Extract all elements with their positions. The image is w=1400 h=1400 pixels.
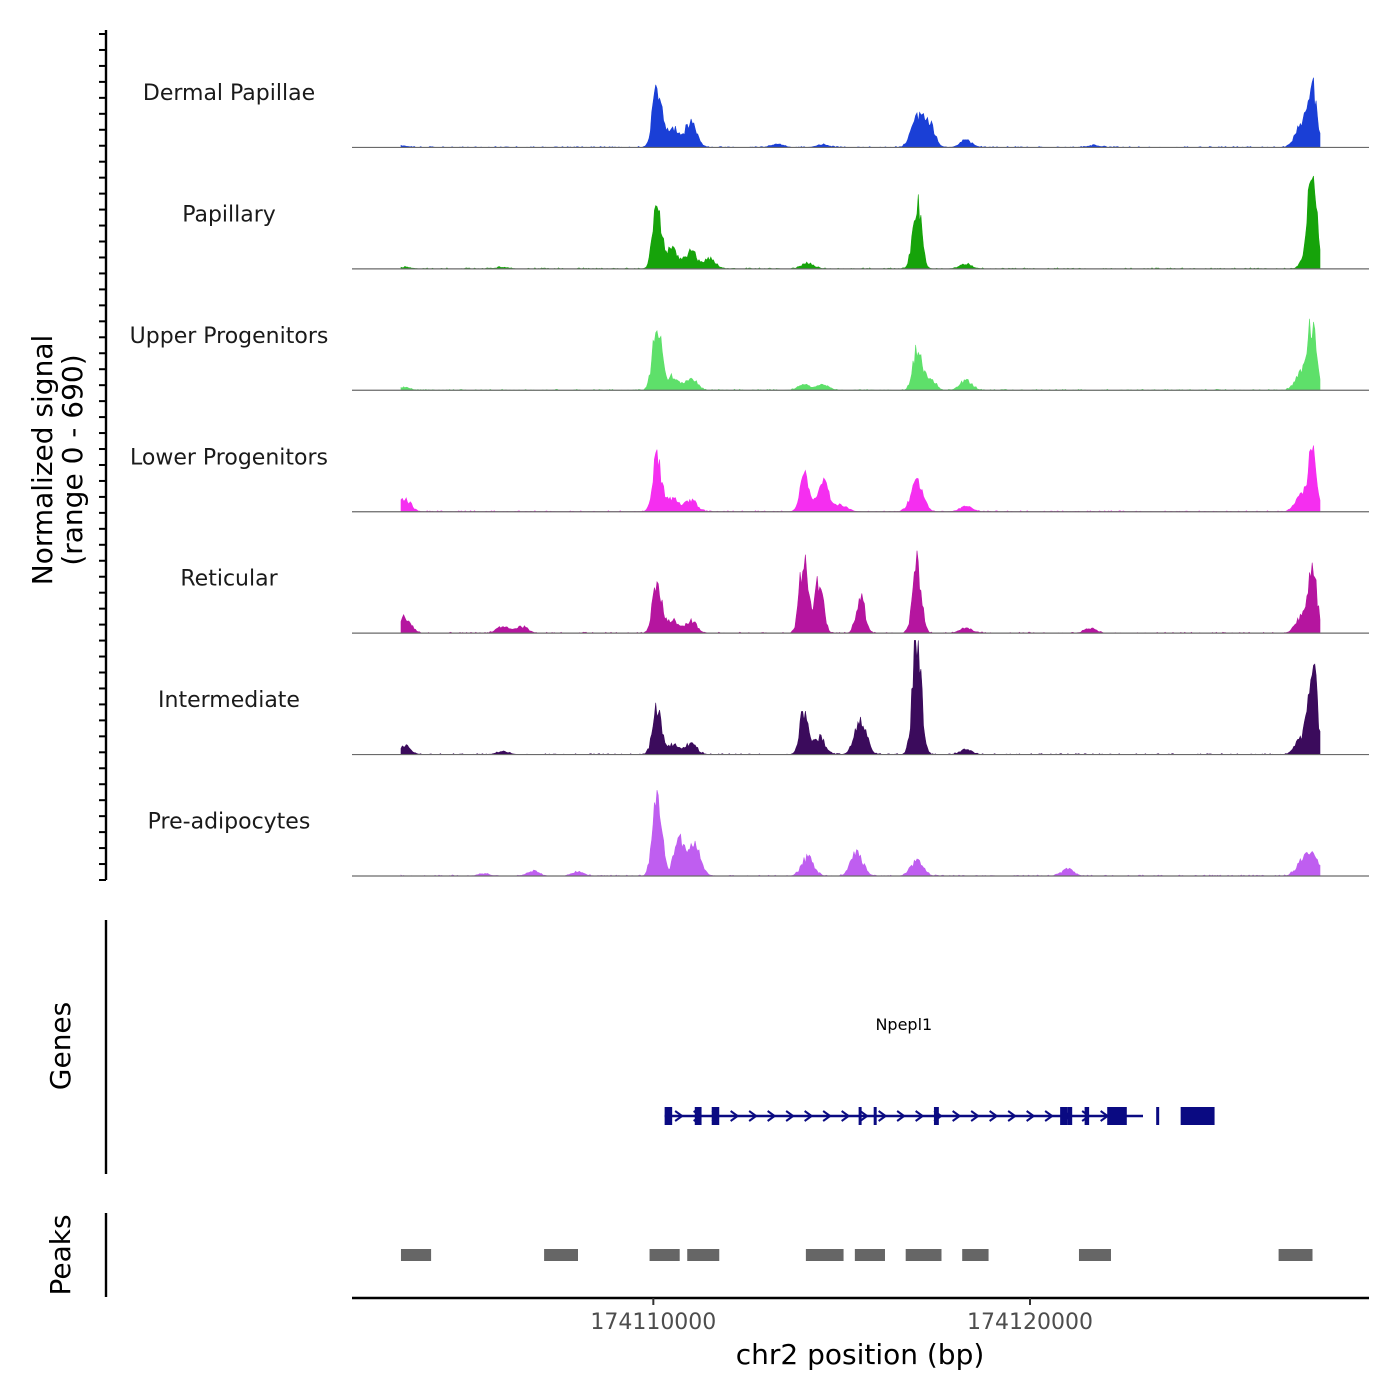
strand-arrow bbox=[859, 1110, 869, 1122]
gene-exon bbox=[694, 1107, 702, 1125]
track-intermediate: Intermediate bbox=[158, 640, 1369, 756]
signal-area bbox=[400, 640, 1321, 755]
peak-region bbox=[805, 1249, 844, 1261]
strand-arrow bbox=[878, 1110, 888, 1122]
track-label: Upper Progenitors bbox=[130, 324, 329, 349]
peak-region bbox=[687, 1249, 720, 1261]
peaks-track bbox=[400, 1249, 1313, 1261]
track-papillary: Papillary bbox=[182, 175, 1369, 270]
gene-exon bbox=[1084, 1107, 1090, 1125]
gene-exon bbox=[873, 1107, 877, 1125]
track-label: Intermediate bbox=[158, 688, 300, 713]
y-axis-title: Normalized signal (range 0 - 690) bbox=[26, 335, 89, 586]
x-axis-ticks: 174110000 174120000 bbox=[590, 1298, 1093, 1335]
peak-region bbox=[905, 1249, 942, 1261]
strand-arrow bbox=[970, 1110, 980, 1122]
genes-track: Npepl1 bbox=[664, 1015, 1215, 1125]
coverage-tracks: Dermal Papillae Papillary Upper Progenitor… bbox=[130, 77, 1369, 877]
signal-area bbox=[400, 790, 1321, 877]
strand-arrow bbox=[730, 1110, 740, 1122]
strand-arrow bbox=[804, 1110, 814, 1122]
x-axis-title: chr2 position (bp) bbox=[736, 1338, 985, 1371]
signal-area bbox=[400, 175, 1321, 270]
y-axis-title-line1: Normalized signal bbox=[26, 335, 59, 586]
signal-area bbox=[400, 445, 1321, 513]
peak-region bbox=[544, 1249, 578, 1261]
track-label: Reticular bbox=[180, 567, 278, 592]
y-axis-title-line2: (range 0 - 690) bbox=[56, 354, 89, 565]
strand-arrow bbox=[785, 1110, 795, 1122]
peak-region bbox=[649, 1249, 680, 1261]
peak-region bbox=[962, 1249, 989, 1261]
track-label: Papillary bbox=[182, 202, 276, 227]
strand-arrow bbox=[748, 1110, 758, 1122]
signal-axis-ticks bbox=[99, 33, 106, 881]
strand-arrow bbox=[915, 1110, 925, 1122]
peaks-axis-title: Peaks bbox=[44, 1214, 77, 1295]
strand-arrow bbox=[989, 1110, 999, 1122]
peak-region bbox=[1078, 1249, 1111, 1261]
track-dermal-papillae: Dermal Papillae bbox=[143, 77, 1369, 149]
track-reticular: Reticular bbox=[180, 550, 1369, 634]
signal-area bbox=[400, 318, 1321, 391]
gene-exon bbox=[933, 1107, 939, 1125]
gene-exon bbox=[711, 1107, 720, 1125]
genes-axis-title: Genes bbox=[44, 1002, 77, 1090]
x-tick-label: 174110000 bbox=[590, 1310, 716, 1335]
peak-region bbox=[1278, 1249, 1313, 1261]
gene-exon bbox=[1156, 1107, 1160, 1125]
gene-npepl1: Npepl1 bbox=[664, 1015, 1215, 1125]
gene-exon bbox=[664, 1107, 673, 1125]
gene-name-label: Npepl1 bbox=[875, 1015, 932, 1034]
gene-exon bbox=[1067, 1107, 1073, 1125]
track-label: Lower Progenitors bbox=[130, 445, 328, 470]
signal-area bbox=[400, 550, 1321, 634]
strand-arrow bbox=[767, 1110, 777, 1122]
strand-arrow bbox=[674, 1110, 684, 1122]
strand-arrow bbox=[1026, 1110, 1036, 1122]
track-label: Dermal Papillae bbox=[143, 81, 315, 106]
track-lower-progenitors: Lower Progenitors bbox=[130, 445, 1369, 513]
signal-area bbox=[400, 77, 1321, 148]
strand-arrow bbox=[952, 1110, 962, 1122]
gene-exon bbox=[1060, 1107, 1068, 1125]
gene-exon bbox=[858, 1107, 862, 1125]
strand-arrow bbox=[1044, 1110, 1054, 1122]
strand-arrow bbox=[896, 1110, 906, 1122]
gene-exon bbox=[1107, 1107, 1127, 1125]
peak-region bbox=[400, 1249, 432, 1261]
strand-arrow bbox=[841, 1110, 851, 1122]
gene-exon bbox=[1180, 1107, 1215, 1125]
track-upper-progenitors: Upper Progenitors bbox=[130, 318, 1369, 391]
strand-arrow bbox=[822, 1110, 832, 1122]
track-label: Pre-adipocytes bbox=[148, 810, 311, 835]
strand-arrow bbox=[1007, 1110, 1017, 1122]
track-pre-adipocytes: Pre-adipocytes bbox=[148, 790, 1369, 877]
x-tick-label: 174120000 bbox=[967, 1310, 1093, 1335]
peak-region bbox=[854, 1249, 885, 1261]
